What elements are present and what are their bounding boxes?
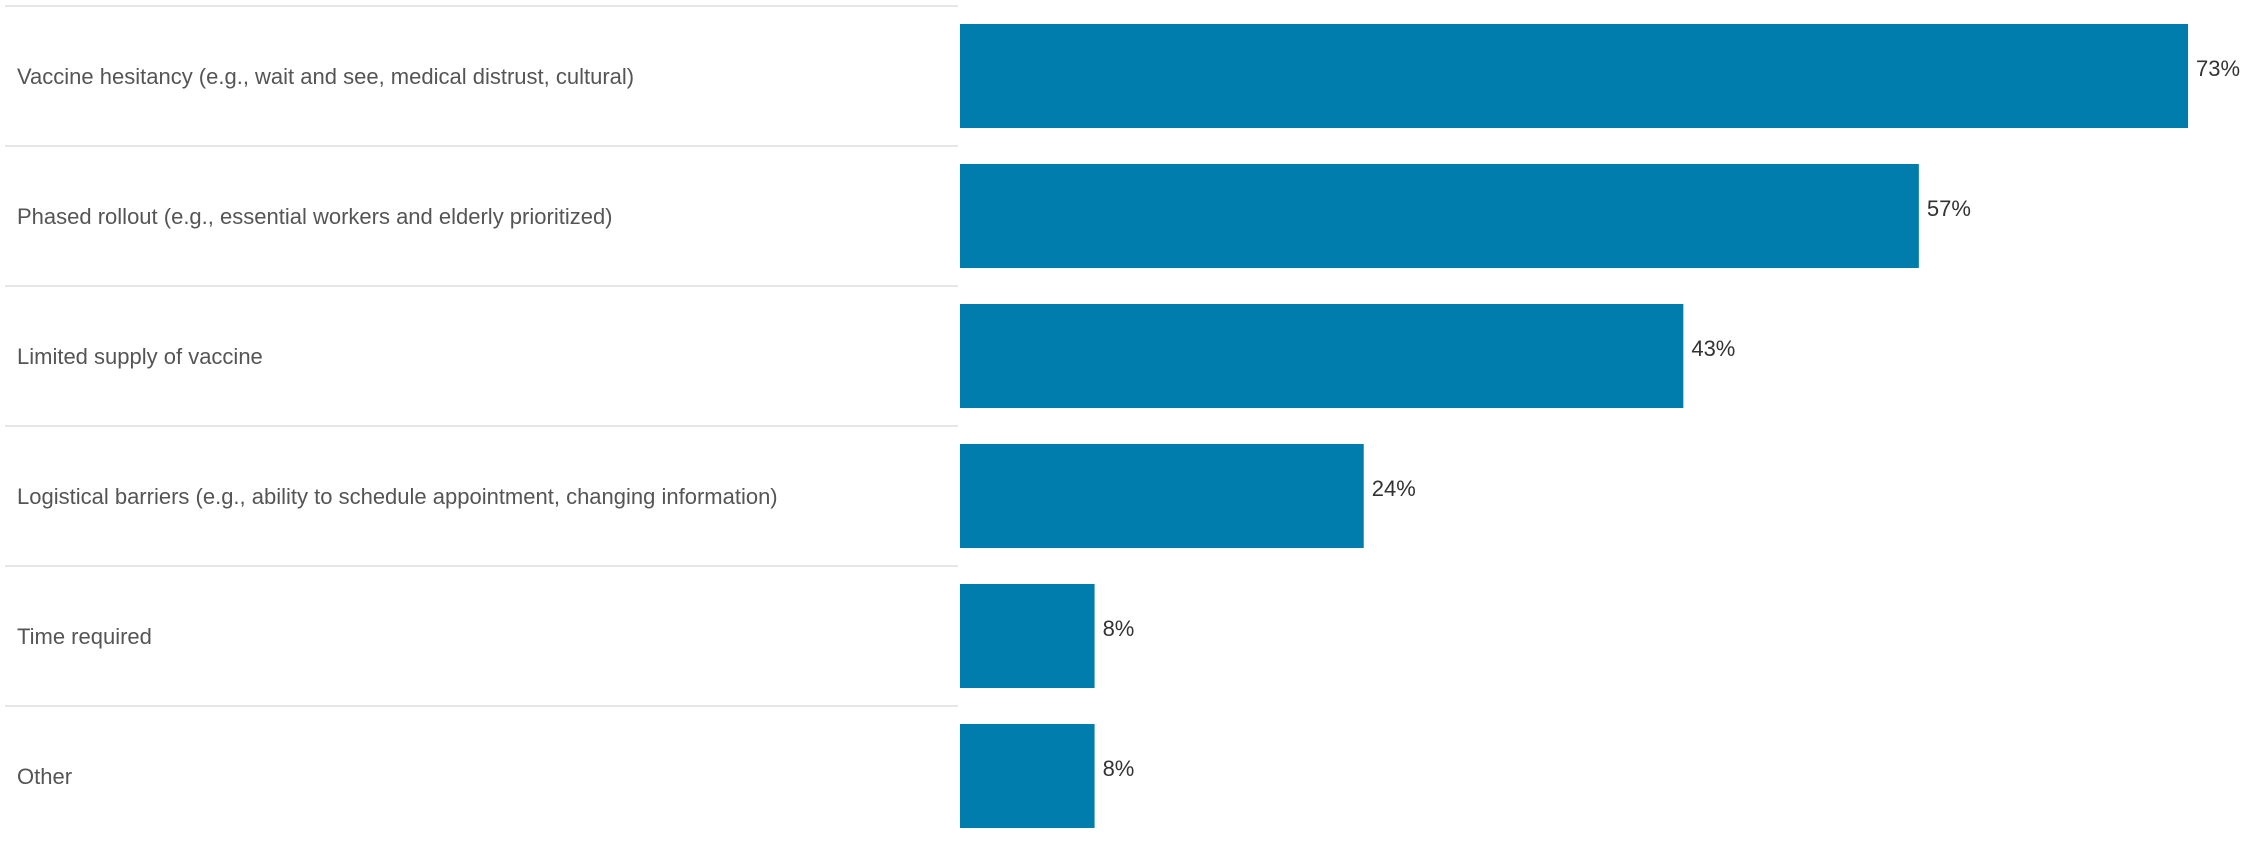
category-label: Other xyxy=(17,764,72,789)
chart-rows: Vaccine hesitancy (e.g., wait and see, m… xyxy=(5,5,2240,828)
bar xyxy=(960,164,1919,268)
bar-row: Logistical barriers (e.g., ability to sc… xyxy=(5,444,1416,567)
value-label: 24% xyxy=(1372,476,1416,501)
value-label: 73% xyxy=(2196,56,2240,81)
bar xyxy=(960,304,1684,408)
bar xyxy=(960,584,1095,688)
category-label: Phased rollout (e.g., essential workers … xyxy=(17,204,613,229)
value-label: 43% xyxy=(1691,336,1735,361)
category-label: Vaccine hesitancy (e.g., wait and see, m… xyxy=(17,64,634,89)
bar xyxy=(960,444,1364,548)
value-label: 8% xyxy=(1103,616,1135,641)
bar xyxy=(960,724,1095,828)
category-label: Logistical barriers (e.g., ability to sc… xyxy=(17,484,778,509)
value-label: 8% xyxy=(1103,756,1135,781)
bar xyxy=(960,24,2188,128)
bar-row: Limited supply of vaccine 43% xyxy=(5,304,1735,427)
bar-row: Time required 8% xyxy=(5,584,1135,707)
category-label: Time required xyxy=(17,624,152,649)
bar-row: Phased rollout (e.g., essential workers … xyxy=(5,164,1971,287)
value-label: 57% xyxy=(1927,196,1971,221)
category-label: Limited supply of vaccine xyxy=(17,344,263,369)
bar-row: Other 8% xyxy=(17,724,1134,828)
bar-row: Vaccine hesitancy (e.g., wait and see, m… xyxy=(5,24,2240,147)
